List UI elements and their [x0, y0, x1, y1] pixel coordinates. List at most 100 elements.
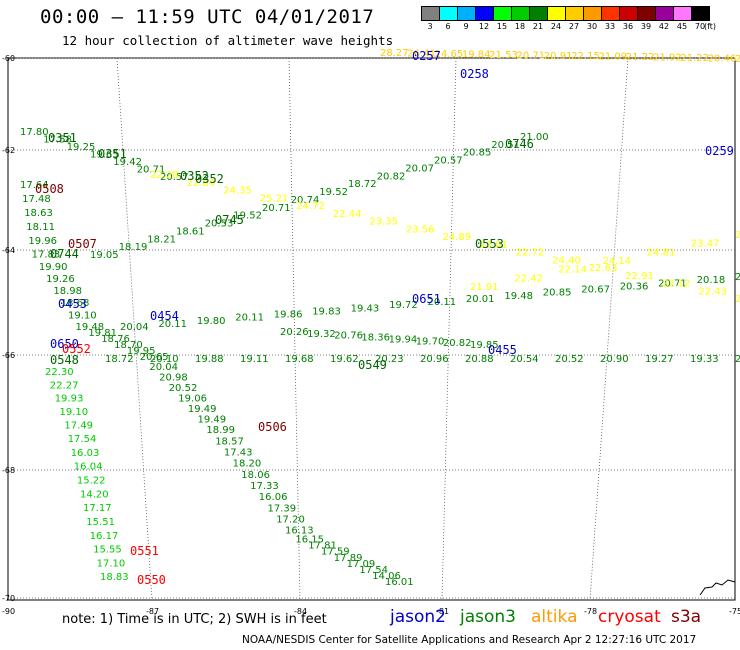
wave-height-value: 22.84: [187, 178, 216, 189]
pass-time-label: 0508: [35, 182, 64, 196]
wave-height-value: 17.10: [97, 558, 126, 569]
wave-height-value: 18.72: [105, 354, 134, 365]
wave-height-value: 21.87: [735, 294, 740, 305]
color-swatch: [457, 6, 475, 21]
wave-height-value: 20.52: [169, 383, 198, 394]
wave-height-value: 20.04: [120, 322, 149, 333]
latitude-label: -68: [2, 466, 15, 475]
wave-height-value: 26.41: [407, 49, 436, 60]
pass-time-label: 0651: [412, 292, 441, 306]
wave-height-value: 20.11: [428, 297, 457, 308]
wave-height-value: 19.48: [76, 322, 105, 333]
color-swatch: [637, 6, 655, 21]
wave-height-value: 20.57: [160, 172, 189, 183]
wave-height-value: 21.91: [470, 282, 499, 293]
color-scale-label: 3: [427, 22, 433, 31]
wave-height-value: 20.53: [205, 219, 234, 230]
wave-height-value: 17.64: [20, 180, 49, 191]
longitude-label: -87: [146, 607, 159, 616]
pass-time-label: 0351: [48, 131, 77, 145]
wave-height-value: 20.51: [491, 140, 520, 151]
color-scale-label: 6: [445, 22, 451, 31]
page-subtitle: 12 hour collection of altimeter wave hei…: [62, 33, 394, 48]
wave-height-value: 20.23: [375, 354, 404, 365]
wave-height-value: 19.26: [46, 274, 75, 285]
wave-height-value: 22.15: [571, 51, 600, 62]
wave-height-value: 20.11: [235, 313, 264, 324]
pass-time-label: 0549: [358, 358, 387, 372]
wave-height-value: 20.90: [600, 354, 629, 365]
latitude-label: -64: [2, 246, 15, 255]
wave-height-value: 20.85: [463, 148, 492, 159]
pass-time-label: 0257: [412, 49, 441, 63]
color-swatch: [421, 6, 439, 21]
wave-height-value: 18.06: [241, 470, 270, 481]
credit-line: NOAA/NESDIS Center for Satellite Applica…: [242, 634, 697, 646]
wave-height-value: 16.03: [71, 448, 100, 459]
wave-height-value: 17.49: [64, 420, 93, 431]
pass-time-label: 0550: [137, 573, 166, 587]
satellite-legend-item: jason2: [390, 607, 446, 627]
pass-time-label: 0454: [150, 309, 179, 323]
wave-height-value: 24.81: [647, 247, 676, 258]
wave-height-value: 18.63: [24, 208, 53, 219]
pass-time-label: 0552: [62, 342, 91, 356]
longitude-label: -84: [294, 607, 307, 616]
wave-height-value: 22.42: [514, 273, 543, 284]
wave-height-value: 20.11: [158, 319, 187, 330]
wave-height-value: 20.71: [658, 278, 687, 289]
wave-height-value: 17.20: [276, 514, 305, 525]
wave-height-value: 20.96: [420, 354, 449, 365]
wave-height-value: 22.91: [625, 271, 654, 282]
wave-height-value: 17.09: [347, 559, 376, 570]
color-scale-label: 21: [532, 22, 544, 31]
color-scale-labels: 3 6 9 12 15 18 21 24 27 30 33 36 39 42 45 70: [421, 22, 709, 31]
wave-height-value: 21.09: [599, 52, 628, 63]
wave-height-value: 19.95: [127, 346, 156, 357]
color-scale-label: 15: [496, 22, 508, 31]
satellite-legend-item: jason3: [460, 607, 516, 627]
wave-height-value: 22.51: [735, 230, 740, 241]
wave-height-value: 23.56: [406, 224, 435, 235]
color-scale-label: 12: [478, 22, 490, 31]
latitude-label: -60: [2, 54, 15, 63]
wave-height-value: 20.57: [434, 156, 463, 167]
wave-height-value: 22.12: [662, 279, 691, 290]
wave-height-value: 20.10: [150, 354, 179, 365]
color-scale-label: 36: [622, 22, 634, 31]
longitude-gridline: [288, 57, 301, 601]
color-swatch: [673, 6, 691, 21]
color-scale-label: 18: [514, 22, 526, 31]
latitude-label: -70: [2, 594, 15, 603]
color-swatch: [475, 6, 493, 21]
footer-note: note: 1) Time is in UTC; 2) SWH is in fe…: [62, 612, 327, 627]
wave-height-value: 20.65: [140, 352, 169, 363]
wave-height-value: 19.32: [307, 329, 336, 340]
wave-height-value: 19.11: [240, 354, 269, 365]
map-frame: [7, 57, 736, 601]
wave-height-value: 20.52: [555, 354, 584, 365]
wave-height-value: 22.14: [558, 265, 587, 276]
longitude-gridline: [116, 57, 153, 601]
wave-height-value: 17.48: [22, 194, 51, 205]
wave-height-value: 21.29: [735, 272, 740, 283]
wave-height-value: 20.82: [443, 338, 472, 349]
wave-height-value: 20.36: [620, 281, 649, 292]
wave-height-value: 17.39: [268, 503, 297, 514]
wave-height-value: 20.07: [405, 164, 434, 175]
wave-height-value: 19.80: [197, 316, 226, 327]
wave-height-value: 18.19: [119, 242, 148, 253]
wave-height-value: 25.21: [260, 193, 289, 204]
wave-height-value: 21.53: [489, 50, 518, 61]
wave-height-value: 19.05: [90, 250, 119, 261]
color-swatch: [583, 6, 601, 21]
latitude-label: -62: [2, 146, 15, 155]
color-scale-label: 9: [463, 22, 469, 31]
wave-height-value: 19.86: [274, 310, 303, 321]
pass-time-label: 0553: [475, 237, 504, 251]
satellite-legend-item: altika: [531, 607, 578, 627]
longitude-label: -78: [584, 607, 597, 616]
wave-height-value: 15.22: [77, 476, 106, 487]
pass-time-label: 0455: [488, 343, 517, 357]
wave-height-value: 17.83: [32, 250, 61, 261]
